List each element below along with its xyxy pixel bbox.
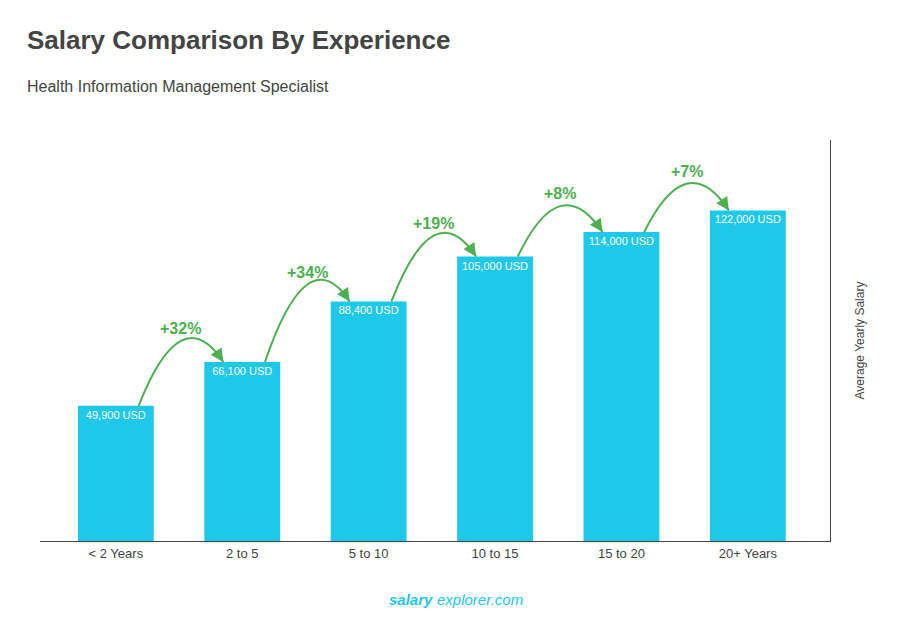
svg-text:+19%: +19% xyxy=(413,215,454,232)
svg-text:114,000 USD: 114,000 USD xyxy=(589,235,654,247)
svg-text:Salary Comparison By Experienc: Salary Comparison By Experience xyxy=(27,25,450,55)
svg-text:Health Information Management: Health Information Management Specialist xyxy=(27,78,329,95)
svg-text:122,000 USD: 122,000 USD xyxy=(715,213,781,225)
svg-text:10 to 15: 10 to 15 xyxy=(472,546,519,561)
svg-text:Average Yearly Salary: Average Yearly Salary xyxy=(853,282,867,400)
svg-text:105,000 USD: 105,000 USD xyxy=(462,260,528,272)
svg-text:20+ Years: 20+ Years xyxy=(719,546,778,561)
svg-text:< 2 Years: < 2 Years xyxy=(89,546,144,561)
svg-text:88,400 USD: 88,400 USD xyxy=(339,304,399,316)
svg-text:+34%: +34% xyxy=(287,264,328,281)
svg-text:15 to 20: 15 to 20 xyxy=(598,546,645,561)
svg-text:+7%: +7% xyxy=(671,163,703,180)
svg-text:explorer.com: explorer.com xyxy=(437,591,523,608)
svg-text:66,100 USD: 66,100 USD xyxy=(212,365,272,377)
svg-text:49,900 USD: 49,900 USD xyxy=(86,409,146,421)
svg-text:+8%: +8% xyxy=(544,185,576,202)
svg-text:5 to 10: 5 to 10 xyxy=(349,546,389,561)
svg-text:+32%: +32% xyxy=(160,320,201,337)
svg-text:2 to 5: 2 to 5 xyxy=(226,546,259,561)
svg-text:salary: salary xyxy=(389,591,433,608)
